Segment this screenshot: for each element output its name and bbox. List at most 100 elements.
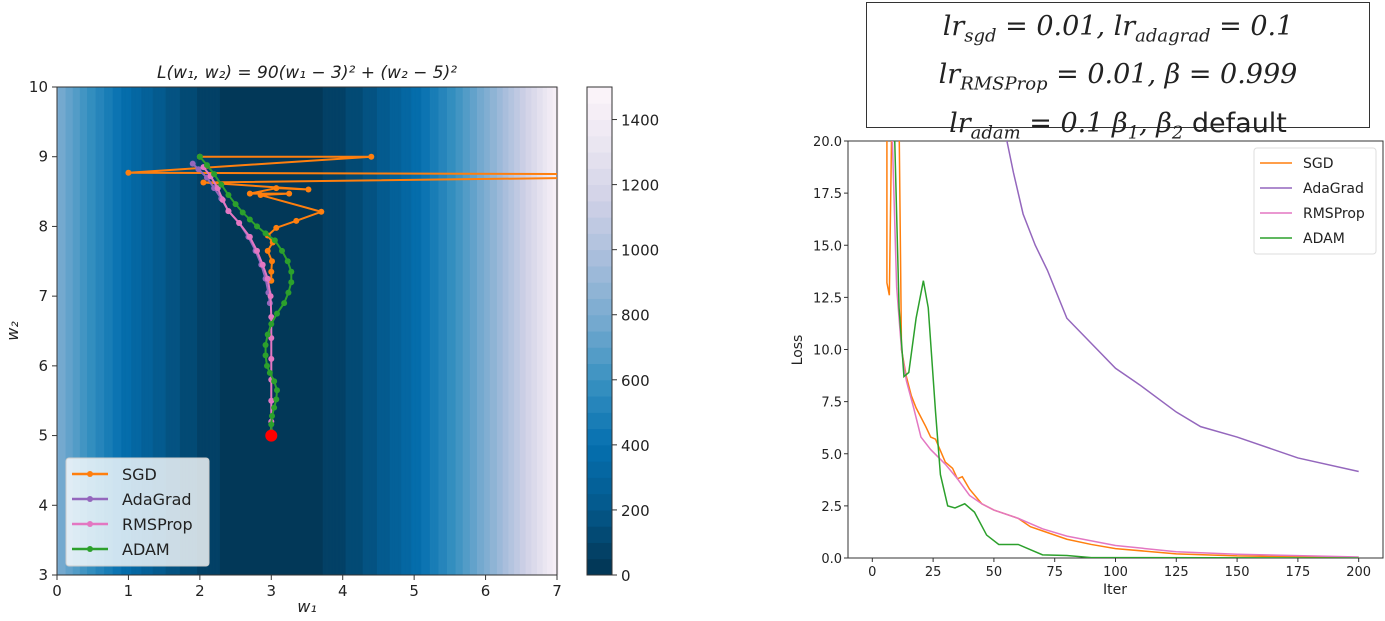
x-tick-label: 4 <box>338 582 348 600</box>
contour-band <box>118 87 121 575</box>
contour-band <box>469 87 472 575</box>
contour-band <box>208 87 211 575</box>
contour-band <box>437 87 440 575</box>
contour-band <box>164 87 167 575</box>
colorbar-band <box>587 282 612 299</box>
contour-band <box>119 87 122 575</box>
contour-band <box>535 87 538 575</box>
contour-band <box>242 87 245 575</box>
contour-band <box>192 87 195 575</box>
contour-band <box>112 87 115 575</box>
trajectory-point <box>288 279 295 286</box>
y-tick-label: 15.0 <box>813 239 842 254</box>
contour-band <box>228 87 231 575</box>
colorbar-band <box>587 87 612 104</box>
heatmap-frame <box>56 86 558 576</box>
contour-band <box>61 87 64 575</box>
colorbar-band <box>587 412 612 430</box>
trajectory-point <box>254 223 260 230</box>
contour-band <box>408 87 411 575</box>
contour-band <box>104 87 107 575</box>
contour-band <box>502 87 505 575</box>
legend-box <box>65 457 210 567</box>
trajectory-point <box>254 247 260 254</box>
x-tick-label: 6 <box>481 582 491 600</box>
contour-band <box>318 87 321 575</box>
contour-band <box>357 87 360 575</box>
contour-band <box>172 87 175 575</box>
legend-marker <box>87 546 93 552</box>
colorbar-band <box>587 265 612 283</box>
contour-band <box>167 87 170 575</box>
contour-band <box>457 87 460 575</box>
contour-band <box>489 87 492 575</box>
x-tick-label: 100 <box>1103 565 1128 580</box>
contour-band <box>542 87 545 575</box>
hyperparameter-text: adam <box>970 122 1021 144</box>
contour-band <box>537 87 540 575</box>
contour-band <box>444 87 447 575</box>
hyperparameter-text: RMSProp <box>960 73 1048 95</box>
colorbar: 0 200 400 600 800 1000 1200 1400 <box>586 86 659 585</box>
contour-band <box>109 87 112 575</box>
contour-band <box>471 87 474 575</box>
trajectory-point <box>204 162 210 169</box>
contour-band <box>552 87 555 575</box>
contour-band <box>548 87 551 575</box>
trajectory-point <box>236 219 243 226</box>
contour-band <box>132 87 135 575</box>
contour-band <box>482 87 485 575</box>
contour-band <box>414 87 417 575</box>
contour-band <box>149 87 152 575</box>
contour-band <box>508 87 511 575</box>
hyperparameter-text: = 0.01, β = 0.999 <box>1047 59 1298 91</box>
colorbar-band <box>587 363 612 381</box>
hyperparameter-box: lrsgd = 0.01, lradagrad = 0.1 lrRMSProp =… <box>866 2 1370 143</box>
x-tick-label: 75 <box>1046 565 1063 580</box>
contour-band <box>545 87 548 575</box>
contour-band <box>254 87 257 575</box>
trajectory-point <box>264 331 271 338</box>
hyperparameter-line: lradam = 0.1 β1, β2 default <box>867 104 1369 152</box>
contour-band <box>458 87 461 575</box>
contour-band <box>345 87 348 575</box>
contour-band <box>527 87 530 575</box>
trajectory-point <box>268 314 275 321</box>
contour-band <box>294 87 297 575</box>
contour-band <box>531 87 534 575</box>
contour-band <box>275 87 278 575</box>
colorbar-band <box>587 347 612 365</box>
contour-band <box>239 87 242 575</box>
trajectories <box>125 153 557 436</box>
y-tick-label: 6 <box>38 357 48 375</box>
contour-band <box>65 87 68 575</box>
contour-band <box>74 87 77 575</box>
contour-band <box>481 87 484 575</box>
colorbar-band <box>587 184 612 202</box>
contour-band <box>271 87 274 575</box>
contour-band <box>442 87 445 575</box>
contour-band <box>292 87 295 575</box>
legend-label: ADAM <box>122 540 170 559</box>
contour-band <box>385 87 388 575</box>
colorbar-band <box>587 428 612 446</box>
contour-band <box>465 87 468 575</box>
contour-band <box>468 87 471 575</box>
contour-band <box>207 87 210 575</box>
contour-band <box>222 87 225 575</box>
contour-band <box>102 87 105 575</box>
contour-band <box>138 87 141 575</box>
hyperparameter-text: = 0.01, lr <box>996 11 1136 42</box>
contour-band <box>455 87 458 575</box>
trajectory-point <box>246 216 253 223</box>
contour-band <box>129 87 132 575</box>
contour-band <box>375 87 378 575</box>
trajectory-point <box>266 369 273 376</box>
contour-band <box>382 87 385 575</box>
contour-band <box>299 87 302 575</box>
y-tick-label: 5.0 <box>821 448 842 463</box>
contour-band <box>429 87 432 575</box>
trajectory-point <box>273 396 280 403</box>
trajectory-point <box>273 185 280 192</box>
minimum-marker <box>265 429 278 442</box>
